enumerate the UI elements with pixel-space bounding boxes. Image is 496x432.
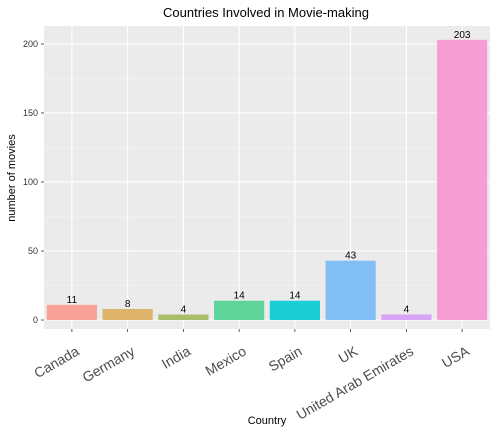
y-axis-ticks: 0 50 100 150 200	[23, 39, 44, 325]
bar-uk	[325, 260, 376, 321]
bar-germany	[102, 308, 153, 321]
x-tick-label: UK	[335, 342, 360, 366]
data-label: 4	[181, 305, 187, 316]
data-label: 203	[454, 30, 471, 41]
bar-mexico	[214, 300, 265, 321]
y-tick-label: 0	[33, 315, 38, 325]
y-axis-title: number of movies	[6, 134, 18, 222]
data-label: 14	[289, 291, 301, 302]
bar-spain	[269, 300, 320, 321]
bar-india	[158, 314, 209, 321]
x-axis-title: Country	[248, 415, 287, 427]
y-tick-label: 50	[28, 246, 38, 256]
plot-panel	[44, 26, 490, 329]
bars	[46, 39, 488, 321]
x-tick-label: Mexico	[202, 343, 249, 379]
grid-lines	[44, 26, 490, 329]
data-label: 4	[404, 305, 410, 316]
x-tick-label: India	[159, 343, 193, 372]
y-tick-label: 100	[23, 177, 38, 187]
y-tick-label: 200	[23, 39, 38, 49]
y-tick-label: 150	[23, 108, 38, 118]
data-label: 43	[345, 251, 357, 262]
x-tick-label: Canada	[31, 343, 82, 381]
data-label: 11	[67, 295, 78, 306]
data-labels: 11 8 4 14 14 43 4 203	[67, 30, 471, 316]
x-tick-label: USA	[439, 342, 473, 371]
data-label: 8	[125, 299, 131, 310]
data-label: 14	[234, 291, 246, 302]
x-tick-label: Spain	[266, 343, 305, 375]
bar-canada	[46, 304, 97, 321]
bar-usa	[437, 39, 488, 321]
x-tick-label: Germany	[79, 343, 137, 386]
bar-united-arab-emirates	[381, 314, 432, 321]
chart-title: Countries Involved in Movie-making	[163, 5, 369, 20]
